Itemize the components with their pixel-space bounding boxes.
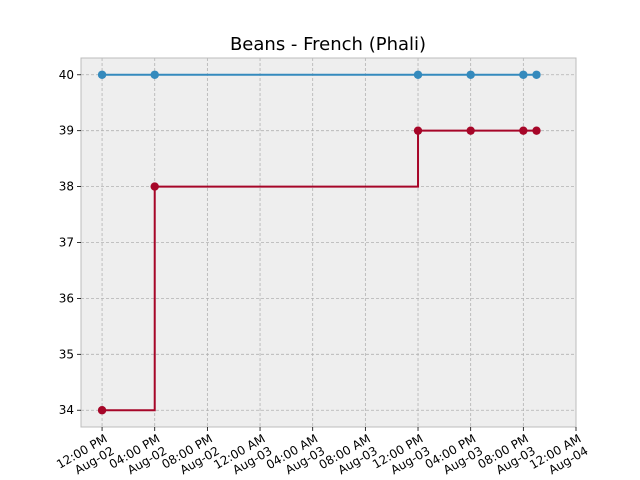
x-tick-label: 08:00 AMAug-03 [317, 431, 380, 480]
x-tick-label: 08:00 PMAug-03 [475, 431, 537, 480]
y-tick-label: 36 [59, 291, 74, 305]
y-tick-label: 39 [59, 124, 74, 138]
series-line-1 [102, 129, 537, 412]
series-point-0 [532, 70, 541, 79]
series-point-0 [519, 70, 528, 79]
x-tick-label: 12:00 AMAug-03 [211, 431, 274, 480]
y-tick-label: 37 [59, 236, 74, 250]
series-layer [97, 70, 541, 415]
series-point-0 [466, 70, 475, 79]
x-tick-label: 04:00 PMAug-03 [423, 431, 485, 480]
y-tick-label: 34 [59, 403, 74, 417]
x-tick-label: 04:00 AMAug-03 [264, 431, 327, 480]
y-tick-label: 38 [59, 180, 74, 194]
series-point-1 [97, 406, 107, 415]
series-point-0 [97, 70, 107, 79]
x-tick-label: 12:00 AMAug-04 [527, 431, 590, 480]
y-tick-label: 40 [59, 68, 74, 82]
series-point-0 [150, 70, 159, 79]
series-point-1 [413, 126, 423, 135]
series-point-1 [532, 126, 541, 135]
chart-title: Beans - French (Phali) [230, 34, 426, 55]
x-tick-label: 08:00 PMAug-02 [159, 431, 221, 480]
series-point-0 [413, 70, 423, 79]
series-point-1 [519, 126, 528, 135]
series-point-1 [466, 126, 475, 135]
x-tick-label: 12:00 PMAug-03 [370, 431, 432, 480]
x-tick-label: 04:00 PMAug-02 [107, 431, 169, 480]
y-tick-label: 35 [59, 347, 74, 361]
y-axis: 34 35 36 37 38 39 40 [59, 68, 81, 417]
x-tick-label: 12:00 PMAug-02 [54, 431, 116, 480]
series-point-1 [150, 182, 159, 191]
